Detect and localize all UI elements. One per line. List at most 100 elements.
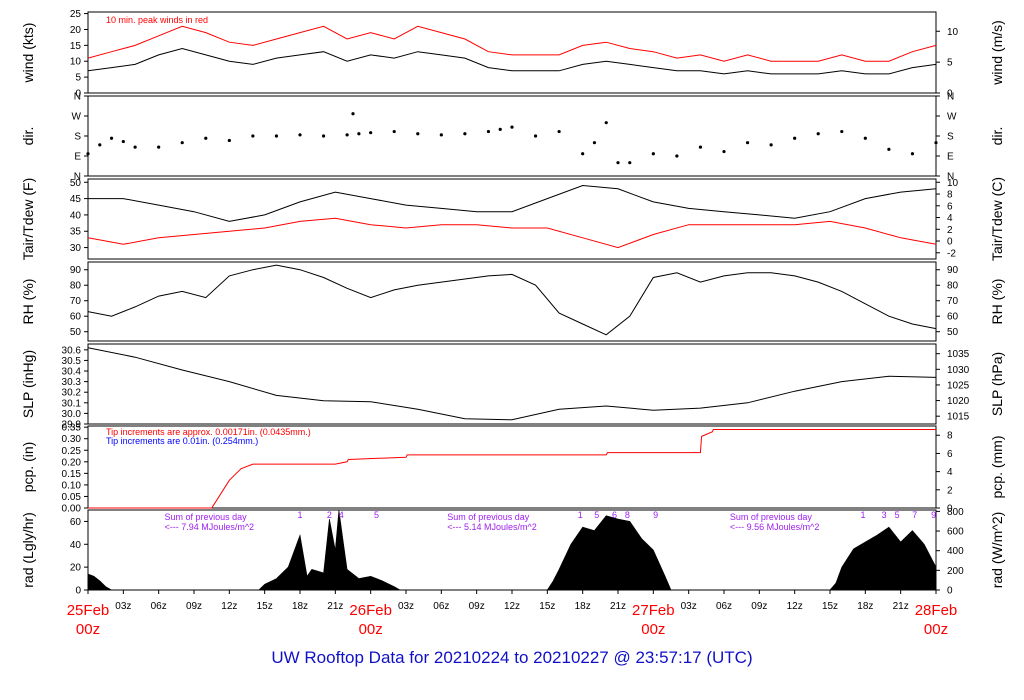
- rad-marker: 7: [912, 510, 917, 520]
- rad-sum-label: Sum of previous day: [447, 512, 530, 522]
- x-tick-label: 15z: [257, 601, 273, 612]
- pcp-left-tick-label: 0.25: [62, 446, 82, 457]
- temp-left-tick-label: 30: [70, 243, 82, 254]
- x-tick-label: 18z: [575, 601, 591, 612]
- x-tick-label: 21z: [893, 601, 909, 612]
- wind-series-line-black: [87, 47, 937, 75]
- dir-left-tick-label: W: [72, 112, 82, 123]
- pcp-right-tick-label: 6: [947, 449, 953, 460]
- dir-point: [157, 145, 161, 149]
- dir-point: [592, 141, 597, 145]
- rad-marker: 9: [653, 510, 658, 520]
- slp-right-tick-label: 1030: [947, 365, 970, 376]
- temp-right-axis-title: Tair/Tdew (C): [989, 177, 1005, 261]
- day-label-hour: 00z: [641, 621, 665, 638]
- rad-right-tick-label: 800: [947, 507, 964, 518]
- wind-annotation: 10 min. peak winds in red: [106, 15, 208, 25]
- rad-marker: 1: [860, 510, 865, 520]
- x-tick-label: 09z: [469, 601, 485, 612]
- dir-left-axis-title: dir.: [20, 127, 36, 146]
- dir-point: [616, 161, 620, 165]
- dir-right-tick-label: N: [947, 172, 954, 183]
- dir-panel-frame: [87, 95, 937, 177]
- slp-right-tick-label: 1015: [947, 412, 970, 423]
- wind-series-line-red: [87, 25, 937, 62]
- dir-point: [369, 131, 373, 135]
- dir-point: [298, 133, 302, 137]
- dir-point: [934, 141, 938, 145]
- dir-point: [498, 127, 502, 131]
- rad-left-tick-label: 0: [75, 586, 81, 597]
- temp-right-tick-label: 4: [947, 213, 953, 224]
- rh-series-line-black: [87, 264, 937, 336]
- rad-sum-label: Sum of previous day: [165, 512, 248, 522]
- rh-panel-frame: [87, 261, 937, 342]
- dir-right-tick-label: E: [947, 152, 954, 163]
- temp-series-line-black: [88, 184, 937, 222]
- rad-left-tick-label: 20: [70, 563, 82, 574]
- wind-left-tick-label: 10: [70, 57, 82, 68]
- rh-left-tick-label: 60: [70, 312, 82, 323]
- rh-left-tick-label: 70: [70, 296, 82, 307]
- x-tick-label: 09z: [751, 601, 767, 612]
- wind-left-tick-label: 15: [70, 41, 82, 52]
- dir-point: [863, 136, 867, 140]
- pcp-left-tick-label: 0.30: [62, 434, 82, 445]
- x-tick-label: 21z: [610, 601, 626, 612]
- rad-right-axis-title: rad (W/m^2): [989, 512, 1005, 589]
- rh-left-tick-label: 50: [70, 327, 82, 338]
- dir-point: [769, 143, 773, 147]
- dir-point: [604, 121, 608, 125]
- rh-left-tick-label: 90: [70, 265, 82, 276]
- slp-right-tick-label: 1020: [947, 396, 970, 407]
- rad-marker: 1: [578, 510, 583, 520]
- wind-panel-frame: [87, 11, 937, 94]
- slp-left-tick-label: 30.2: [62, 388, 82, 399]
- dir-point: [486, 129, 491, 134]
- day-label-date: 28Feb: [915, 602, 958, 619]
- rad-marker: 5: [594, 510, 599, 520]
- dir-right-tick-label: S: [947, 132, 954, 143]
- pcp-left-tick-label: 0.05: [62, 492, 82, 503]
- wind-left-axis-title: wind (kts): [20, 23, 36, 84]
- rad-left-tick-label: 40: [70, 540, 82, 551]
- temp-panel-frame: [87, 178, 937, 260]
- slp-right-axis-title: SLP (hPa): [989, 352, 1005, 416]
- rad-sum-label: Sum of previous day: [730, 512, 813, 522]
- slp-left-axis-title: SLP (inHg): [20, 350, 36, 418]
- dir-point: [816, 132, 820, 136]
- x-tick-label: 12z: [221, 601, 237, 612]
- pcp-right-tick-label: 8: [947, 431, 953, 442]
- wind-left-tick-label: 25: [70, 9, 82, 20]
- rad-right-tick-label: 400: [947, 546, 964, 557]
- rad-marker: 5: [374, 510, 379, 520]
- dir-point: [510, 125, 514, 129]
- dir-point: [675, 154, 679, 158]
- rh-left-tick-label: 80: [70, 281, 82, 292]
- pcp-left-axis-title: pcp. (in): [20, 442, 36, 493]
- slp-right-tick-label: 1035: [947, 349, 970, 360]
- x-tick-label: 21z: [327, 601, 343, 612]
- dir-point: [533, 134, 538, 138]
- temp-right-tick-label: 8: [947, 190, 953, 201]
- wind-right-tick-label: 5: [947, 58, 953, 69]
- wind-right-axis-title: wind (m/s): [989, 20, 1005, 86]
- pcp-right-tick-label: 0: [947, 504, 953, 515]
- pcp-left-tick-label: 0.15: [62, 469, 82, 480]
- temp-right-tick-label: -2: [947, 248, 956, 259]
- dir-point: [651, 152, 655, 156]
- rad-left-axis-title: rad (Lgly/hr): [20, 512, 36, 587]
- dir-right-tick-label: N: [947, 92, 954, 103]
- pcp-panel-frame: [87, 425, 937, 509]
- rad-right-tick-label: 0: [947, 586, 953, 597]
- dir-point: [722, 149, 726, 154]
- rad-series-area: [87, 509, 937, 591]
- chart-title: UW Rooftop Data for 20210224 to 20210227…: [271, 648, 753, 667]
- x-tick-label: 18z: [857, 601, 873, 612]
- x-tick-label: 18z: [292, 601, 308, 612]
- day-label-date: 26Feb: [349, 602, 392, 619]
- rh-right-tick-label: 80: [947, 281, 959, 292]
- dir-point: [581, 152, 585, 156]
- slp-left-tick-label: 30.0: [62, 409, 82, 420]
- dir-point: [180, 141, 184, 145]
